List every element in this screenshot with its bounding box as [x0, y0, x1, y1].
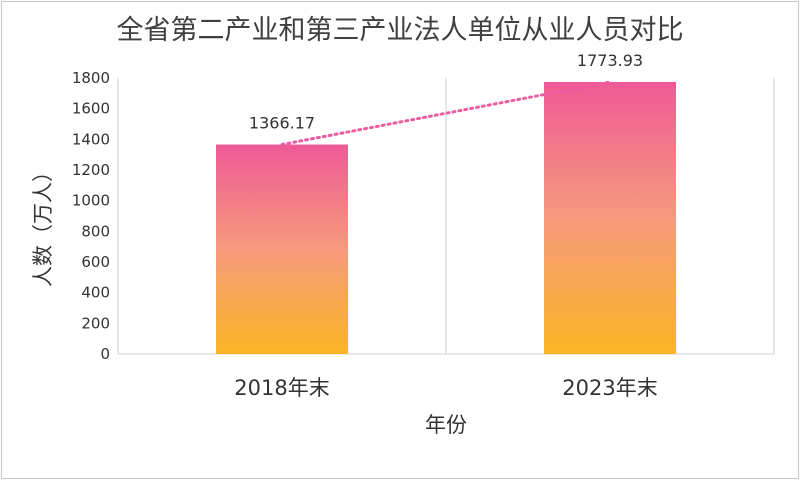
trend-line: [280, 80, 612, 147]
y-tick-label: 200: [81, 314, 110, 332]
y-tick-label: 0: [100, 345, 110, 363]
y-tick-label: 400: [81, 284, 110, 302]
y-tick-label: 1000: [72, 192, 110, 210]
y-axis-title: 人数（万人）: [31, 161, 55, 287]
y-tick-labels: 0 200 400 600 800 1000 1200 1400 1600 1800: [72, 69, 110, 363]
y-tick-label: 1400: [72, 130, 110, 148]
data-label: 1773.93: [577, 51, 643, 70]
y-tick-label: 1200: [72, 161, 110, 179]
y-tick-label: 600: [81, 253, 110, 271]
data-labels: 1366.17 1773.93: [249, 51, 643, 133]
y-tick-label: 800: [81, 222, 110, 240]
data-label: 1366.17: [249, 114, 315, 133]
bar: [544, 81, 676, 354]
y-tick-label: 1600: [72, 100, 110, 118]
bar-layer: [216, 81, 676, 354]
y-tick-label: 1800: [72, 69, 110, 87]
x-category-label: 2018年末: [234, 376, 329, 400]
x-axis-title: 年份: [425, 413, 467, 437]
x-category-label: 2023年末: [562, 376, 657, 400]
x-category-labels: 2018年末 2023年末: [234, 376, 657, 400]
trend-layer: [280, 80, 612, 147]
chart-title: 全省第二产业和第三产业法人单位从业人员对比: [116, 15, 684, 46]
bar: [216, 144, 348, 354]
